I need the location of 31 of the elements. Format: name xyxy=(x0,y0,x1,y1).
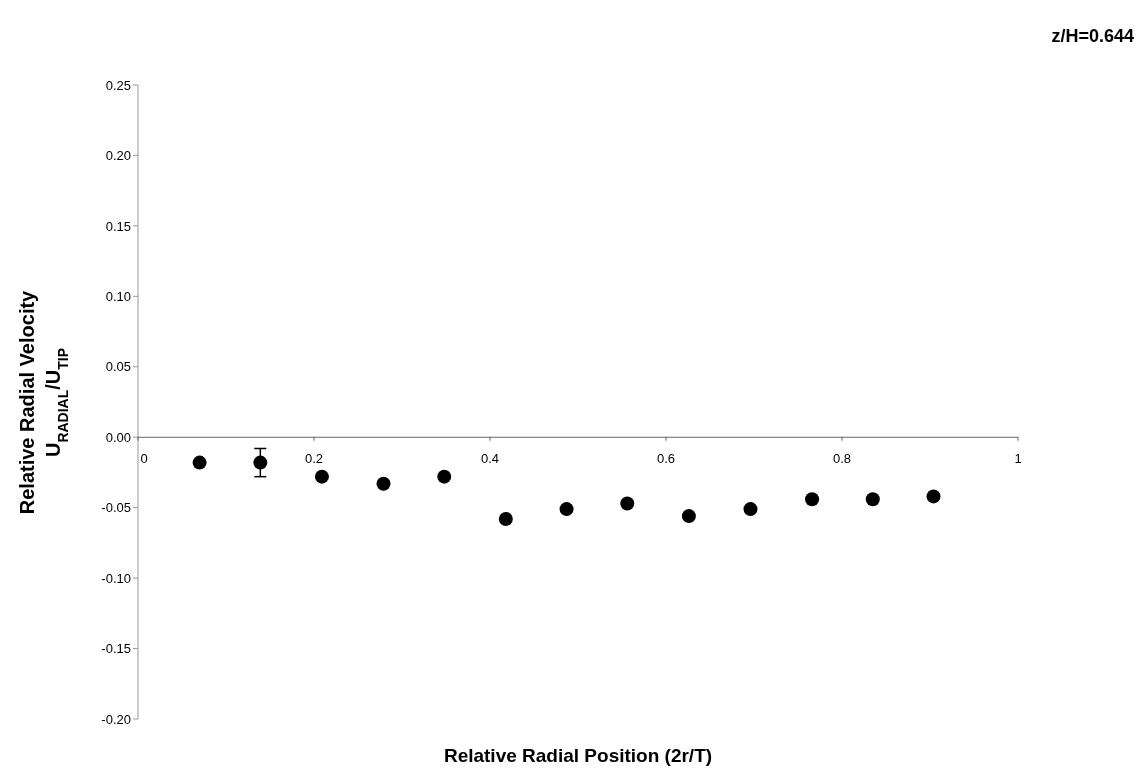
x-tick-label: 0.8 xyxy=(832,450,852,466)
y-tick-label: 0.10 xyxy=(105,288,131,304)
point xyxy=(926,489,941,504)
y-tick-label: -0.05 xyxy=(101,500,131,516)
point xyxy=(376,476,391,491)
point xyxy=(314,469,329,484)
x-tick-label: 0.2 xyxy=(304,450,324,466)
y-tick-label: 0.05 xyxy=(105,359,131,375)
point xyxy=(681,509,696,524)
y-tick-label: 0.25 xyxy=(105,77,131,93)
x-tick-label: 0 xyxy=(140,450,148,466)
point xyxy=(253,455,268,470)
point xyxy=(437,469,452,484)
y-tick-label: 0.00 xyxy=(105,429,131,445)
point xyxy=(743,502,758,517)
text: z/H=0.644 xyxy=(1051,26,1134,47)
y-tick-label: -0.10 xyxy=(101,570,131,586)
point xyxy=(865,492,880,507)
point xyxy=(620,496,635,511)
point xyxy=(192,455,207,470)
y-tick-label: 0.20 xyxy=(105,148,131,164)
x-tick-label: 1 xyxy=(1014,450,1022,466)
point xyxy=(559,502,574,517)
point xyxy=(805,492,820,507)
y-tick-label: -0.20 xyxy=(101,711,131,727)
y-tick-label: 0.15 xyxy=(105,218,131,234)
x-tick-label: 0.6 xyxy=(656,450,676,466)
x-tick-label: 0.4 xyxy=(480,450,500,466)
y-tick-label: -0.15 xyxy=(101,641,131,657)
point xyxy=(498,511,513,526)
x-axis-title: Relative Radial Position (2r/T) xyxy=(442,745,714,767)
